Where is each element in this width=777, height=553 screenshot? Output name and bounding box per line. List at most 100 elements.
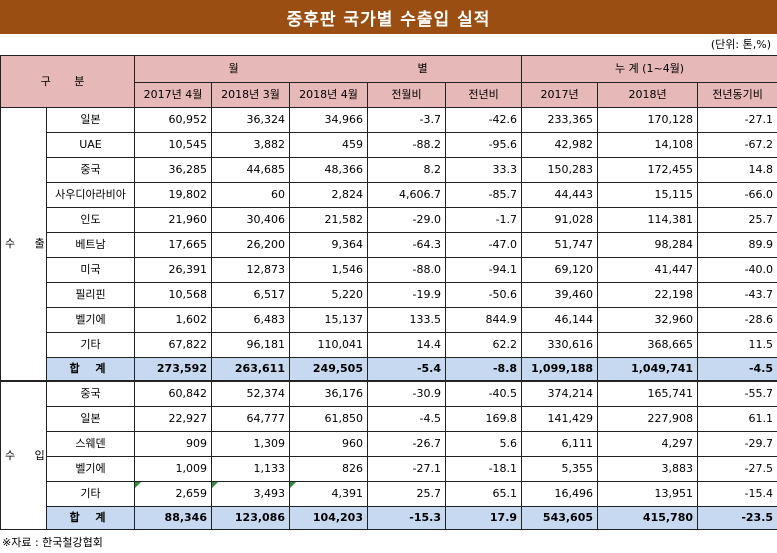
value-cell: 172,455 — [597, 157, 699, 183]
total-value-cell: -15.3 — [367, 506, 446, 530]
value-cell: 22,927 — [134, 406, 212, 432]
total-value-cell: 104,203 — [289, 506, 368, 530]
country-cell: 일본 — [46, 107, 135, 133]
value-cell: 36,176 — [289, 380, 368, 407]
value-cell: 61.1 — [697, 406, 777, 432]
value-cell: 46,144 — [521, 307, 599, 333]
country-cell: 필리핀 — [46, 282, 135, 308]
value-cell: -94.1 — [444, 257, 523, 283]
column-header: 전년동기비 — [697, 82, 777, 108]
value-cell: 10,545 — [134, 132, 212, 158]
value-cell: -42.6 — [444, 107, 523, 133]
value-cell: -1.7 — [444, 207, 523, 233]
value-cell: -40.5 — [444, 380, 523, 407]
value-cell: 67,822 — [134, 332, 212, 358]
table-row: 일본 22,927 64,777 61,850 -4.5 169.8 141,429 227,… — [1, 406, 777, 432]
total-value-cell: -8.8 — [444, 357, 523, 382]
table-body: 수 출일본60,95236,32434,966-3.7-42.6233,3651… — [0, 107, 777, 530]
table-row: 중국 36,285 44,685 48,366 8.2 33.3 150,283 172,45… — [1, 157, 777, 183]
value-cell: 60 — [211, 182, 290, 208]
value-cell: -66.0 — [697, 182, 777, 208]
value-cell: 1,546 — [289, 257, 368, 283]
monthly-header-right: 별 — [417, 62, 428, 75]
value-cell: -64.3 — [367, 232, 446, 258]
trade-table: 구 분 월 별 누 계 (1~4월) 2017년 4월 2018년 3월 2018년… — [0, 55, 777, 530]
value-cell: 14,108 — [597, 132, 699, 158]
value-cell: -27.5 — [697, 456, 777, 482]
column-header: 2017년 4월 — [134, 82, 212, 108]
value-cell: 4,297 — [597, 431, 699, 457]
value-cell: 909 — [134, 431, 212, 457]
country-cell: 인도 — [46, 207, 135, 233]
value-cell: 2,824 — [289, 182, 368, 208]
table-row: 미국 26,391 12,873 1,546 -88.0 -94.1 69,120 41,44… — [1, 257, 777, 283]
column-header: 2018년 3월 — [211, 82, 290, 108]
total-label: 합 계 — [46, 357, 135, 382]
value-cell: -28.6 — [697, 307, 777, 333]
total-value-cell: 543,605 — [521, 506, 599, 530]
total-row: 합 계 273,592 263,611 249,505 -5.4 -8.8 1,099,18… — [1, 357, 777, 382]
value-cell: -43.7 — [697, 282, 777, 308]
value-cell: -26.7 — [367, 431, 446, 457]
value-cell: 26,391 — [134, 257, 212, 283]
value-cell: -18.1 — [444, 456, 523, 482]
value-cell: 25.7 — [697, 207, 777, 233]
value-cell: -30.9 — [367, 380, 446, 407]
value-cell: 21,582 — [289, 207, 368, 233]
country-cell: 벨기에 — [46, 456, 135, 482]
value-cell: 98,284 — [597, 232, 699, 258]
value-cell: 60,952 — [134, 107, 212, 133]
table-row: 수 출일본60,95236,32434,966-3.7-42.6233,3651… — [0, 107, 777, 382]
value-cell: -19.9 — [367, 282, 446, 308]
total-value-cell: 249,505 — [289, 357, 368, 382]
cumulative-header: 누 계 (1~4월) — [521, 55, 777, 83]
value-cell: 374,214 — [521, 380, 599, 407]
table-row: 베트남 17,665 26,200 9,364 -64.3 -47.0 51,747 98,2… — [1, 232, 777, 258]
country-cell: 사우디아라비아 — [46, 182, 135, 208]
value-cell: 26,200 — [211, 232, 290, 258]
value-cell: -95.6 — [444, 132, 523, 158]
value-cell: 60,842 — [134, 380, 212, 407]
country-cell: UAE — [46, 132, 135, 158]
total-value-cell: 1,099,188 — [521, 357, 599, 382]
column-header: 2018년 4월 — [289, 82, 368, 108]
value-cell: -85.7 — [444, 182, 523, 208]
country-cell: 벨기에 — [46, 307, 135, 333]
value-cell: -27.1 — [697, 107, 777, 133]
value-cell: 14.8 — [697, 157, 777, 183]
value-cell: 3,882 — [211, 132, 290, 158]
country-cell: 중국 — [46, 380, 135, 407]
value-cell: 4,606.7 — [367, 182, 446, 208]
gubun-header: 구 분 — [0, 55, 135, 108]
value-cell: 233,365 — [521, 107, 599, 133]
value-cell: 227,908 — [597, 406, 699, 432]
value-cell: 165,741 — [597, 380, 699, 407]
table-row: 필리핀 10,568 6,517 5,220 -19.9 -50.6 39,460 22,19… — [1, 282, 777, 308]
column-header: 2018년 — [597, 82, 699, 108]
country-cell: 중국 — [46, 157, 135, 183]
total-value-cell: 263,611 — [211, 357, 290, 382]
value-cell: 844.9 — [444, 307, 523, 333]
total-value-cell: 273,592 — [134, 357, 212, 382]
value-cell: 5,220 — [289, 282, 368, 308]
unit-label: (단위: 톤,%) — [710, 38, 771, 51]
export-group-label: 수 출 — [0, 107, 47, 382]
value-cell: -88.2 — [367, 132, 446, 158]
value-cell: 22,198 — [597, 282, 699, 308]
total-value-cell: 415,780 — [597, 506, 699, 530]
value-cell: 6,483 — [211, 307, 290, 333]
country-cell: 기타 — [46, 481, 135, 507]
table-row: 스웨덴 909 1,309 960 -26.7 5.6 6,111 4,297 -29.7 — [1, 431, 777, 457]
total-row: 합 계 88,346 123,086 104,203 -15.3 17.9 543,605 4… — [1, 506, 777, 530]
value-cell: -55.7 — [697, 380, 777, 407]
value-cell: -15.4 — [697, 481, 777, 507]
value-cell: 42,982 — [521, 132, 599, 158]
value-cell: 150,283 — [521, 157, 599, 183]
total-value-cell: -23.5 — [697, 506, 777, 530]
value-cell: 96,181 — [211, 332, 290, 358]
value-cell: 61,850 — [289, 406, 368, 432]
value-cell: 91,028 — [521, 207, 599, 233]
value-cell: 1,309 — [211, 431, 290, 457]
value-cell: 114,381 — [597, 207, 699, 233]
